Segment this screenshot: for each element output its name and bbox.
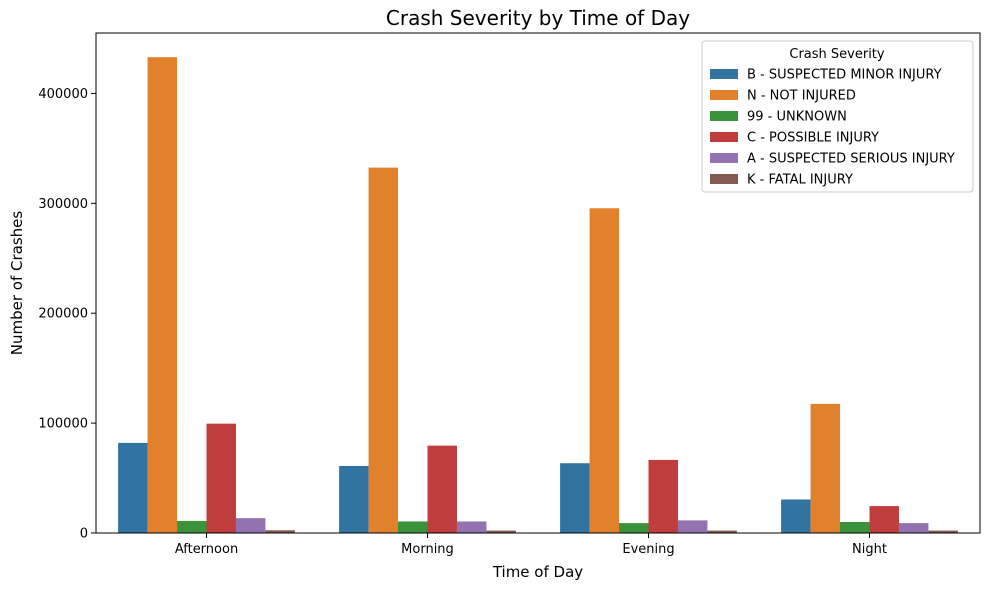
bar	[898, 523, 929, 533]
x-tick-label: Night	[852, 542, 887, 557]
y-tick-label: 200000	[38, 307, 88, 322]
bars-group	[118, 57, 958, 534]
y-tick-label: 0	[80, 527, 88, 542]
legend-label: 99 - UNKNOWN	[747, 110, 847, 125]
legend-label: A - SUSPECTED SERIOUS INJURY	[747, 152, 955, 167]
bar	[840, 522, 870, 533]
legend-swatch	[710, 132, 738, 142]
bar	[206, 423, 236, 533]
x-tick-label: Morning	[401, 542, 454, 557]
bar	[398, 521, 428, 533]
legend-label: K - FATAL INJURY	[747, 173, 853, 188]
x-axis-title: Time of Day	[492, 563, 583, 581]
plot-frame	[95, 32, 981, 534]
bar	[265, 530, 295, 533]
legend-swatch	[710, 111, 738, 121]
bar	[235, 518, 266, 533]
y-tick-label: 100000	[38, 417, 88, 432]
legend-label: N - NOT INJURED	[747, 89, 856, 104]
legend: Crash Severity B - SUSPECTED MINOR INJUR…	[701, 40, 974, 193]
bar	[781, 499, 811, 533]
bar	[810, 403, 841, 533]
legend-title: Crash Severity	[789, 47, 885, 62]
bar	[456, 521, 487, 533]
bar	[177, 520, 207, 533]
y-axis-title: Number of Crashes	[8, 211, 26, 356]
bar	[589, 208, 620, 533]
legend-label: B - SUSPECTED MINOR INJURY	[747, 68, 942, 83]
legend-items: B - SUSPECTED MINOR INJURY N - NOT INJURE…	[710, 68, 955, 188]
bar	[368, 167, 399, 533]
y-axis: 0 100000 200000 300000 400000	[38, 87, 96, 542]
bar	[648, 459, 678, 533]
bar	[619, 523, 649, 533]
x-tick-label: Evening	[622, 542, 674, 557]
bar	[677, 520, 708, 533]
bar	[118, 442, 148, 533]
x-axis: Afternoon Morning Evening Night	[175, 533, 887, 557]
legend-box	[701, 40, 974, 193]
bar	[486, 530, 516, 533]
legend-swatch	[710, 153, 738, 163]
y-tick-label: 300000	[38, 197, 88, 212]
legend-swatch	[710, 174, 738, 184]
chart-title: Crash Severity by Time of Day	[386, 6, 690, 30]
bar	[147, 57, 178, 534]
legend-swatch	[710, 69, 738, 79]
x-tick-label: Afternoon	[175, 542, 238, 557]
bar	[427, 445, 457, 533]
legend-swatch	[710, 90, 738, 100]
bar	[869, 506, 899, 533]
bar	[928, 530, 958, 533]
y-tick-label: 400000	[38, 87, 88, 102]
bar	[707, 530, 737, 533]
bar	[560, 463, 590, 533]
legend-label: C - POSSIBLE INJURY	[747, 131, 879, 146]
bar	[339, 465, 369, 533]
